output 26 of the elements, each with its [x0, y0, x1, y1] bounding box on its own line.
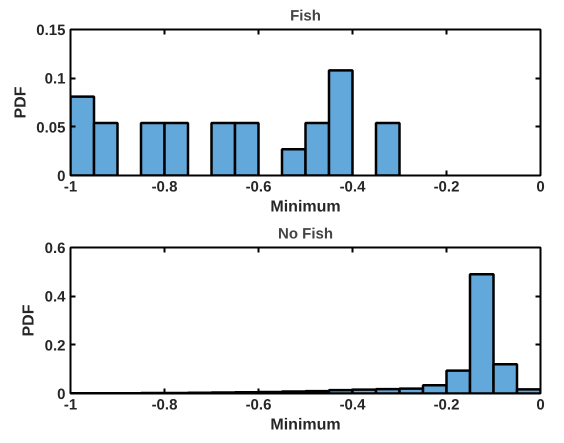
y-tick-label: 0.15 — [36, 22, 66, 39]
x-tick-label: -0.4 — [340, 178, 366, 196]
x-tick-label: -0.8 — [152, 396, 178, 414]
chart-title: Fish — [290, 8, 321, 24]
x-axis-title: Minimum — [270, 416, 341, 434]
y-tick-label: 0 — [57, 386, 66, 403]
y-tick-label: 0 — [57, 168, 66, 185]
y-tick-label: 0.6 — [44, 240, 66, 257]
x-tick-label: -0.6 — [246, 396, 272, 414]
chart-title: No Fish — [278, 226, 333, 242]
x-tick-label: -1 — [64, 178, 78, 196]
x-tick-label: -1 — [64, 396, 78, 414]
y-axis-title: PDF — [20, 304, 38, 336]
x-tick-label: 0 — [536, 178, 545, 196]
y-tick-label: 0.05 — [36, 119, 66, 136]
x-tick-label: -0.2 — [434, 396, 460, 414]
x-tick-label: -0.4 — [340, 396, 366, 414]
y-tick-label: 0.2 — [44, 337, 66, 354]
x-axis-title: Minimum — [270, 198, 341, 216]
y-tick-label: 0.4 — [44, 288, 66, 306]
x-tick-label: -0.6 — [246, 178, 272, 196]
y-axis-title: PDF — [12, 86, 30, 118]
x-tick-label: -0.2 — [434, 178, 460, 196]
x-tick-label: 0 — [536, 396, 545, 414]
y-tick-label: 0.1 — [44, 70, 66, 88]
x-tick-label: -0.8 — [152, 178, 178, 196]
